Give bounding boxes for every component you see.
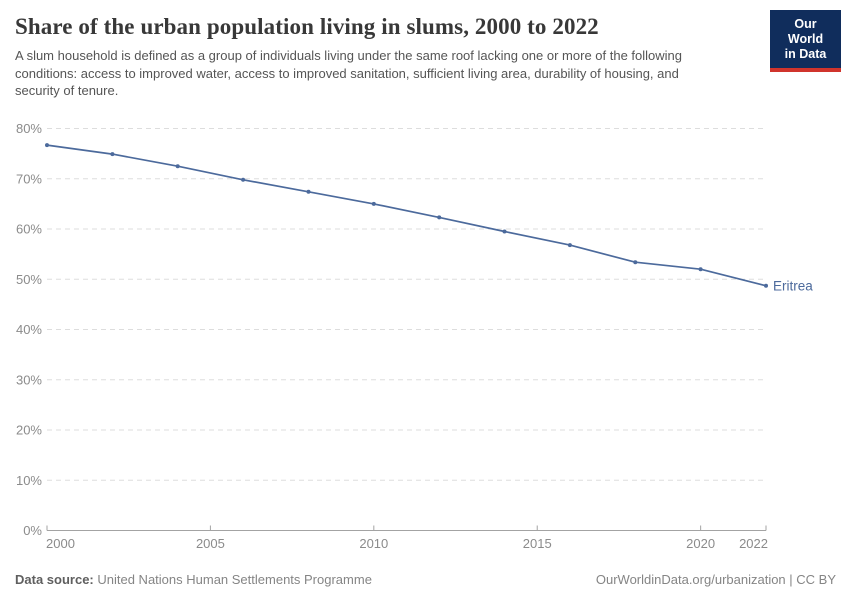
y-tick-label: 60%: [16, 222, 42, 237]
y-tick-label: 20%: [16, 423, 42, 438]
data-point: [371, 201, 376, 206]
data-point: [241, 177, 246, 182]
owid-url-link[interactable]: OurWorldinData.org/urbanization | CC BY: [595, 572, 836, 587]
owid-logo-line2: in Data: [784, 47, 827, 61]
data-point: [45, 143, 49, 148]
owid-logo-line1: Our World: [787, 17, 824, 46]
y-tick-label: 70%: [16, 171, 42, 186]
series-end-label: Eritrea: [773, 278, 813, 293]
series-eritrea[interactable]: Eritrea: [45, 143, 813, 293]
y-tick-label: 40%: [16, 322, 42, 337]
y-tick-label: 0%: [23, 523, 42, 538]
trend-line: [46, 144, 767, 287]
owid-logo: Our World in Data: [770, 10, 841, 72]
chart-title: Share of the urban population living in …: [15, 14, 599, 39]
x-tick-label: 2020: [686, 536, 715, 551]
y-tick-label: 50%: [16, 272, 42, 287]
data-point: [633, 260, 638, 265]
x-tick-label: 2005: [196, 536, 225, 551]
chart-header: Share of the urban population living in …: [15, 10, 841, 100]
line-chart-plot[interactable]: 0%10%20%30%40%50%60%70%80%2000 2005 2010 20…: [0, 110, 850, 560]
x-tick-label: 2022: [739, 536, 768, 551]
data-point: [764, 283, 768, 288]
x-axis: 2000 2005 2010 2015 2020 2022: [46, 525, 768, 551]
x-tick-label: 2015: [523, 536, 552, 551]
data-point: [567, 243, 572, 248]
data-source-label: Data source:: [15, 572, 94, 587]
chart-subtitle: A slum household is defined as a group o…: [15, 48, 683, 98]
data-point: [502, 229, 507, 234]
gridlines: 0% 10% 20% 30% 40% 50% 60% 70% 80%: [16, 121, 766, 538]
data-point: [306, 189, 311, 194]
data-source: Data source: United Nations Human Settle…: [15, 572, 372, 587]
chart-footer: Data source: United Nations Human Settle…: [15, 572, 836, 587]
x-tick-label: 2010: [359, 536, 388, 551]
data-source-value: United Nations Human Settlements Program…: [93, 572, 372, 587]
y-tick-label: 30%: [16, 372, 42, 387]
data-point: [698, 267, 703, 272]
data-point: [437, 215, 442, 220]
data-point: [175, 164, 180, 169]
x-tick-label: 2000: [46, 536, 75, 551]
data-point: [110, 152, 115, 157]
y-tick-label: 80%: [16, 121, 42, 136]
y-tick-label: 10%: [16, 473, 42, 488]
